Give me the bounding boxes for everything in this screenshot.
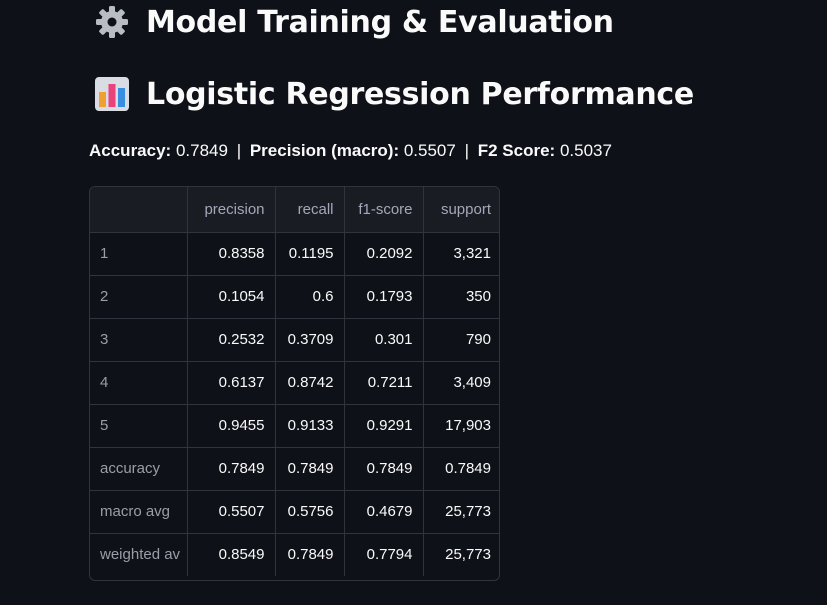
classification-report-table[interactable]: precision recall f1-score support 1 0.83… bbox=[89, 186, 500, 581]
table-row: weighted av 0.8549 0.7849 0.7794 25,773 bbox=[90, 533, 499, 576]
cell-f1-score: 0.4679 bbox=[344, 490, 424, 534]
row-label: 2 bbox=[90, 275, 188, 319]
cell-precision: 0.8549 bbox=[187, 533, 276, 576]
cell-recall: 0.9133 bbox=[275, 404, 345, 448]
cell-precision: 0.9455 bbox=[187, 404, 276, 448]
column-header-support[interactable]: support bbox=[423, 187, 499, 233]
precision-label: Precision (macro): bbox=[249, 141, 400, 160]
cell-f1-score: 0.9291 bbox=[344, 404, 424, 448]
table-row: accuracy 0.7849 0.7849 0.7849 0.7849 bbox=[90, 447, 499, 491]
cell-support: 3,409 bbox=[423, 361, 499, 405]
cell-support: 17,903 bbox=[423, 404, 499, 448]
table-row: 1 0.8358 0.1195 0.2092 3,321 bbox=[90, 232, 499, 276]
column-header-recall[interactable]: recall bbox=[275, 187, 345, 233]
row-label: 4 bbox=[90, 361, 188, 405]
cell-support: 25,773 bbox=[445, 546, 491, 564]
row-label: 3 bbox=[90, 318, 188, 362]
row-label: macro avg bbox=[90, 490, 188, 534]
page-title: Model Training & Evaluation bbox=[94, 2, 614, 42]
row-label: 1 bbox=[90, 232, 188, 276]
metrics-summary: Accuracy: 0.7849 | Precision (macro): 0.… bbox=[89, 141, 612, 161]
cell-f1-score: 0.2092 bbox=[344, 232, 424, 276]
cell-f1-score: 0.7794 bbox=[344, 533, 424, 576]
table-row: 2 0.1054 0.6 0.1793 350 bbox=[90, 275, 499, 319]
section-title-text: Logistic Regression Performance bbox=[146, 76, 694, 112]
cell-support: 3,321 bbox=[423, 232, 499, 276]
cell-f1-score: 0.1793 bbox=[344, 275, 424, 319]
cell-precision: 0.8358 bbox=[187, 232, 276, 276]
accuracy-label: Accuracy: bbox=[89, 141, 172, 160]
cell-f1-score: 0.7211 bbox=[344, 361, 424, 405]
row-label: 5 bbox=[90, 404, 188, 448]
report-grid: precision recall f1-score support 1 0.83… bbox=[90, 187, 499, 576]
cell-precision: 0.6137 bbox=[187, 361, 276, 405]
cell-support: 790 bbox=[423, 318, 499, 362]
table-row: 4 0.6137 0.8742 0.7211 3,409 bbox=[90, 361, 499, 405]
cell-f1-score: 0.301 bbox=[344, 318, 424, 362]
cell-precision: 0.5507 bbox=[187, 490, 276, 534]
cell-recall: 0.5756 bbox=[275, 490, 345, 534]
accuracy-value: 0.7849 bbox=[175, 141, 228, 160]
cell-recall: 0.7849 bbox=[275, 533, 345, 576]
cell-recall: 0.6 bbox=[275, 275, 345, 319]
cell-precision: 0.2532 bbox=[187, 318, 276, 362]
row-label: accuracy bbox=[90, 447, 188, 491]
section-title: Logistic Regression Performance bbox=[94, 74, 694, 114]
cell-support: 350 bbox=[423, 275, 499, 319]
cell-recall: 0.3709 bbox=[275, 318, 345, 362]
column-header-index[interactable] bbox=[90, 187, 188, 233]
gear-icon bbox=[96, 6, 128, 38]
cell-precision: 0.7849 bbox=[187, 447, 276, 491]
table-row: macro avg 0.5507 0.5756 0.4679 25,773 bbox=[90, 490, 499, 534]
f2-label: F2 Score: bbox=[477, 141, 556, 160]
table-row: 3 0.2532 0.3709 0.301 790 bbox=[90, 318, 499, 362]
column-header-precision[interactable]: precision bbox=[187, 187, 276, 233]
cell-support: 25,773 bbox=[423, 490, 499, 534]
cell-recall: 0.8742 bbox=[275, 361, 345, 405]
f2-value: 0.5037 bbox=[559, 141, 612, 160]
page-title-text: Model Training & Evaluation bbox=[146, 4, 614, 40]
column-header-f1-score[interactable]: f1-score bbox=[344, 187, 424, 233]
cell-precision: 0.1054 bbox=[187, 275, 276, 319]
precision-value: 0.5507 bbox=[403, 141, 456, 160]
metrics-separator: | bbox=[236, 141, 242, 160]
cell-recall: 0.7849 bbox=[275, 447, 345, 491]
metrics-separator: | bbox=[464, 141, 469, 160]
cell-support: 0.7849 bbox=[423, 447, 499, 491]
table-header-row: precision recall f1-score support bbox=[90, 187, 499, 233]
bar-chart-icon bbox=[95, 77, 129, 111]
table-row: 5 0.9455 0.9133 0.9291 17,903 bbox=[90, 404, 499, 448]
cell-recall: 0.1195 bbox=[275, 232, 345, 276]
row-label: weighted av bbox=[90, 533, 188, 576]
cell-f1-score: 0.7849 bbox=[344, 447, 424, 491]
